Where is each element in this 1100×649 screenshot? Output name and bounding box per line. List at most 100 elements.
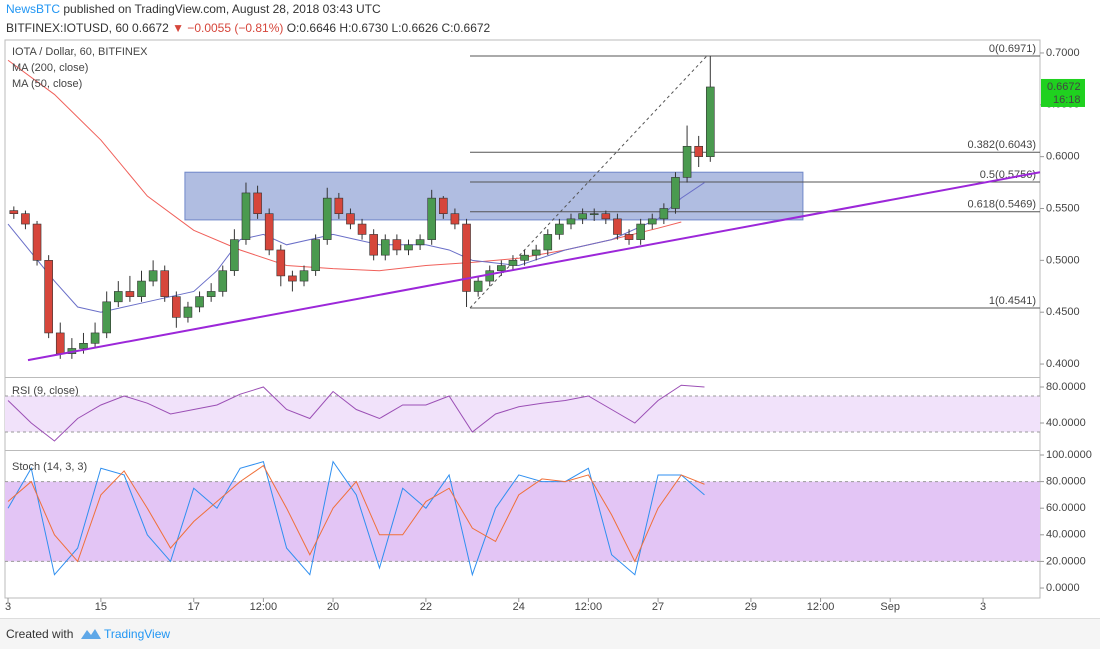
y-tick-label: 0.4500 (1046, 306, 1080, 318)
candle-body (299, 270, 309, 282)
candle-body (102, 301, 111, 334)
x-tick-label: 24 (513, 601, 525, 613)
last: 0.6672 (132, 21, 169, 35)
candle-body (90, 332, 100, 344)
candle-body (276, 249, 286, 277)
footer-brand[interactable]: TradingView (104, 627, 171, 641)
candle-body (369, 234, 378, 256)
candle-body (241, 192, 251, 240)
pane-title: RSI (9, close) (12, 385, 79, 397)
fib-label: 0.618(0.5469) (968, 199, 1037, 211)
stoch-line (7, 464, 705, 563)
fib-diagonal (469, 55, 708, 309)
candle-body (44, 260, 53, 334)
candle-body (137, 280, 146, 297)
candle-body (531, 249, 541, 256)
candle-body (671, 177, 680, 209)
last-price-box (1041, 78, 1085, 107)
candle-body (230, 239, 239, 272)
candle-body (508, 260, 518, 266)
candle-body (613, 218, 622, 235)
candle-body (55, 332, 65, 354)
candle-body (172, 296, 181, 318)
candle-body (659, 208, 669, 220)
candle-body (380, 239, 390, 256)
footer: Created with TradingView (0, 618, 1100, 649)
fib-label: 0.382(0.6043) (968, 139, 1037, 151)
y-tick-label: 0.4000 (1046, 358, 1080, 370)
y-tick-label: 100.0000 (1046, 449, 1092, 461)
candle-body (705, 86, 715, 157)
candle-body (206, 291, 216, 297)
candle-body (427, 197, 437, 240)
x-tick-label: 17 (188, 601, 200, 613)
candle-body (218, 270, 228, 292)
candle-body (404, 244, 413, 251)
fib-label: 0(0.6971) (989, 43, 1036, 55)
published: published on TradingView.com, August 28,… (63, 2, 381, 16)
x-tick-label: 29 (745, 601, 757, 613)
candle-body (450, 213, 460, 225)
candle-body (601, 213, 611, 220)
author: NewsBTC (6, 2, 61, 16)
rsi-line (7, 384, 705, 442)
candle-body (322, 197, 332, 240)
header: NewsBTC published on TradingView.com, Au… (6, 0, 490, 38)
x-tick-label: 22 (420, 601, 432, 613)
candle-body (439, 197, 448, 214)
candle-body (415, 239, 425, 246)
y-tick-label: 0.5000 (1046, 254, 1080, 266)
x-tick-label: 12:00 (807, 601, 835, 613)
candle-body (520, 254, 529, 261)
pane-title: Stoch (14, 3, 3) (12, 461, 87, 473)
logo (81, 629, 101, 639)
y-tick-label: 0.5500 (1046, 202, 1080, 214)
candle-body (636, 223, 645, 240)
frame (4, 39, 1041, 599)
y-tick-label: 0.0000 (1046, 582, 1080, 594)
ma-50 (7, 182, 705, 313)
ohlc: O:0.6646 H:0.6730 L:0.6626 C:0.6672 (286, 21, 491, 35)
y-tick-label: 0.6000 (1046, 151, 1080, 163)
countdown: 16:18 (1053, 94, 1081, 106)
zone (184, 171, 804, 221)
chart: 3 15 17 12:00 20 22 24 12:00 27 29 12:00 Sep 3 0.4000… (4, 39, 1092, 613)
candle-body (462, 223, 471, 292)
x-tick-label: Sep (880, 601, 900, 613)
y-tick-label: 40.0000 (1046, 417, 1086, 429)
x-tick-label: 3 (5, 601, 11, 613)
x-tick-label: 20 (327, 601, 339, 613)
y-tick-label: 60.0000 (1046, 502, 1086, 514)
candle-body (578, 213, 587, 220)
candle-body (392, 239, 402, 251)
candle-body (624, 234, 634, 240)
y-tick-label: 20.0000 (1046, 555, 1086, 567)
candle-body (334, 197, 344, 214)
x-tick-label: 12:00 (250, 601, 278, 613)
candle-body (253, 192, 262, 214)
candle-body (357, 223, 367, 235)
candle-body (694, 145, 703, 157)
y-tick-label: 80.0000 (1046, 476, 1086, 488)
candle-body (195, 296, 204, 308)
candle-body (473, 280, 483, 292)
candle-body (160, 270, 170, 297)
candle-body (32, 223, 42, 261)
legend-entry: MA (50, close) (12, 78, 82, 90)
plot: 3 15 17 12:00 20 22 24 12:00 27 29 12:00 Sep 3 0.4000… (5, 43, 1092, 613)
band (5, 481, 1040, 562)
ma-200 (7, 59, 682, 272)
candle-body (346, 213, 355, 225)
y-tick-label: 0.7000 (1046, 47, 1080, 59)
candle-body (555, 223, 564, 235)
y-tick-label: 40.0000 (1046, 529, 1086, 541)
band (5, 396, 1040, 432)
footer-text: Created with (6, 627, 74, 641)
candle-body (311, 239, 320, 272)
last-price: 0.6672 (1047, 81, 1081, 93)
candle-body (288, 275, 297, 282)
candle-body (497, 265, 506, 272)
chart-title: IOTA / Dollar, 60, BITFINEX (12, 46, 148, 58)
candle-body (264, 213, 274, 251)
